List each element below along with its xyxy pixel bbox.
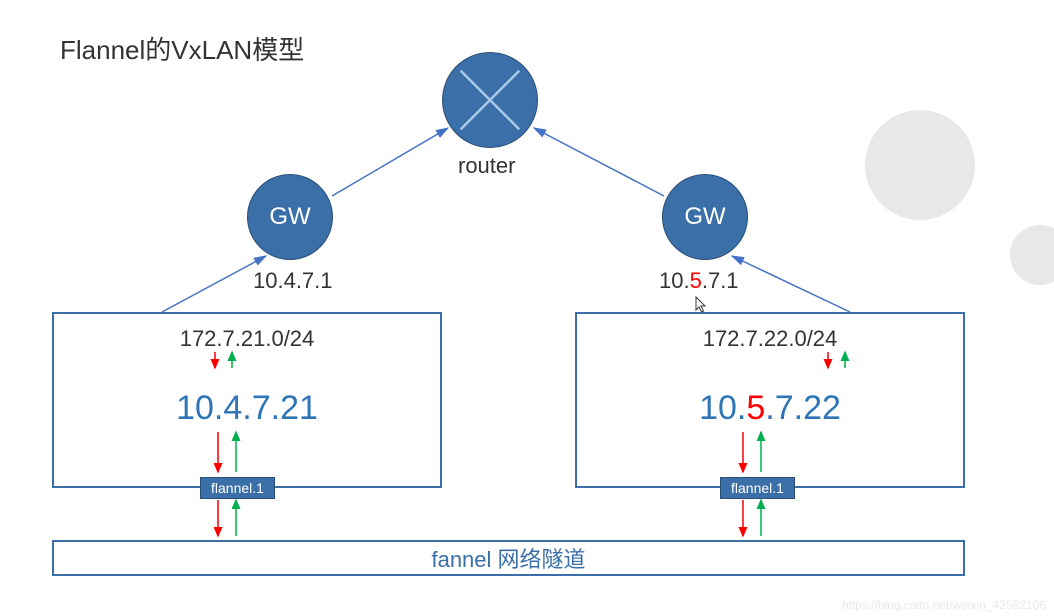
arrow-gwL-router [332, 128, 448, 196]
arrow-boxR-gwR [732, 256, 850, 312]
arrow-boxL-gwL [162, 256, 266, 312]
node-left-box: 172.7.21.0/24 10.4.7.21 [52, 312, 442, 488]
flannel-right-tag: flannel.1 [720, 477, 795, 499]
diagram-canvas: Flannel的VxLAN模型 router GW 10.4.7.1 GW 10… [0, 0, 1054, 616]
gw-left-ip: 10.4.7.1 [253, 268, 333, 294]
tunnel-label: fannel 网络隧道 [431, 542, 585, 574]
decor-circle-1 [865, 110, 975, 220]
gw-left-label: GW [269, 203, 310, 231]
flannel-left-tag: flannel.1 [200, 477, 275, 499]
gw-right-ip: 10.5.7.1 [659, 268, 739, 294]
arrow-gwR-router [534, 128, 664, 196]
gw-right-label: GW [684, 203, 725, 231]
router-label: router [458, 153, 515, 179]
router-node [442, 52, 538, 148]
node-right-subnet: 172.7.22.0/24 [577, 326, 963, 352]
router-x-icon [443, 53, 537, 147]
decor-circle-2 [1010, 225, 1054, 285]
node-left-ip: 10.4.7.21 [54, 389, 440, 428]
node-right-box: 172.7.22.0/24 10.5.7.22 [575, 312, 965, 488]
gw-right-node: GW [662, 174, 748, 260]
node-left-subnet: 172.7.21.0/24 [54, 326, 440, 352]
watermark: https://blog.csdn.net/weixin_42562106 [842, 598, 1046, 612]
diagram-title: Flannel的VxLAN模型 [60, 30, 304, 67]
gw-left-node: GW [247, 174, 333, 260]
cursor-icon [695, 296, 709, 319]
node-right-ip: 10.5.7.22 [577, 389, 963, 428]
tunnel-box: fannel 网络隧道 [52, 540, 965, 576]
